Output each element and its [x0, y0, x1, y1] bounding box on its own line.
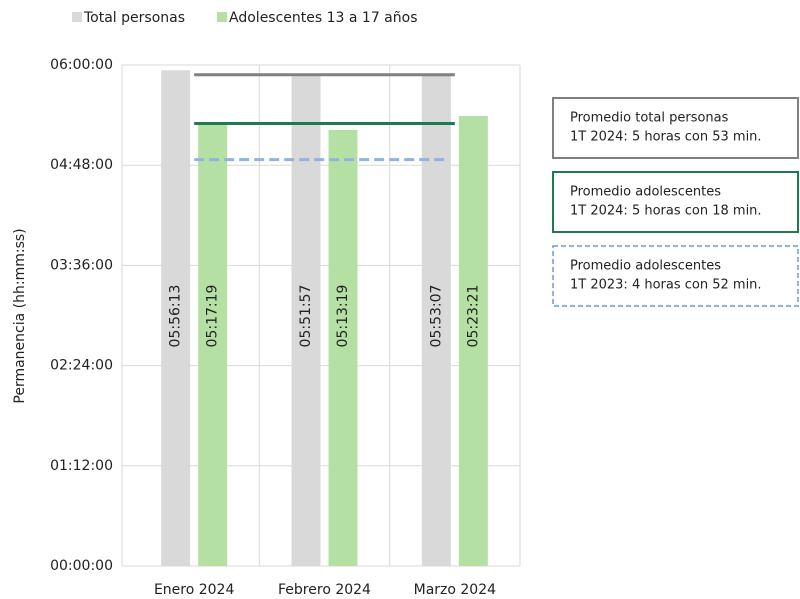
bar	[198, 124, 228, 566]
x-tick-label: Marzo 2024	[414, 582, 497, 598]
value-label: 05:56:13	[168, 285, 184, 348]
bar	[328, 129, 358, 566]
legend-swatch	[72, 12, 82, 22]
bar	[458, 116, 488, 567]
bar	[161, 70, 191, 566]
value-label: 05:53:07	[428, 285, 444, 348]
bar	[291, 76, 321, 567]
y-tick-label: 04:48:00	[50, 157, 113, 173]
legend-label: Total personas	[83, 10, 185, 26]
y-tick-label: 01:12:00	[50, 458, 113, 474]
value-label: 05:17:19	[205, 285, 221, 348]
annotation-text: Promedio total personas	[570, 111, 729, 126]
annotation-text: 1T 2024: 5 horas con 53 min.	[570, 130, 762, 145]
y-tick-label: 06:00:00	[50, 57, 113, 73]
y-tick-label: 03:36:00	[50, 257, 113, 273]
annotation-text: 1T 2023: 4 horas con 52 min.	[570, 278, 762, 293]
legend-swatch	[217, 12, 228, 22]
bar	[421, 74, 451, 566]
legend-label: Adolescentes 13 a 17 años	[229, 10, 417, 26]
y-tick-label: 00:00:00	[50, 558, 113, 574]
annotation-box	[552, 171, 799, 233]
annotation-text: Promedio adolescentes	[570, 185, 721, 200]
value-label: 05:51:57	[298, 285, 314, 348]
y-axis-label: Permanencia (hh:mm:ss)	[12, 228, 28, 403]
x-tick-label: Febrero 2024	[278, 582, 371, 598]
value-label: 05:13:19	[335, 285, 351, 348]
y-tick-label: 02:24:00	[50, 358, 113, 374]
x-tick-label: Enero 2024	[154, 582, 235, 598]
annotation-text: Promedio adolescentes	[570, 259, 721, 274]
annotation-box	[552, 245, 799, 307]
annotation-box	[552, 97, 799, 159]
value-label: 05:23:21	[465, 285, 481, 348]
annotation-text: 1T 2024: 5 horas con 18 min.	[570, 204, 762, 219]
